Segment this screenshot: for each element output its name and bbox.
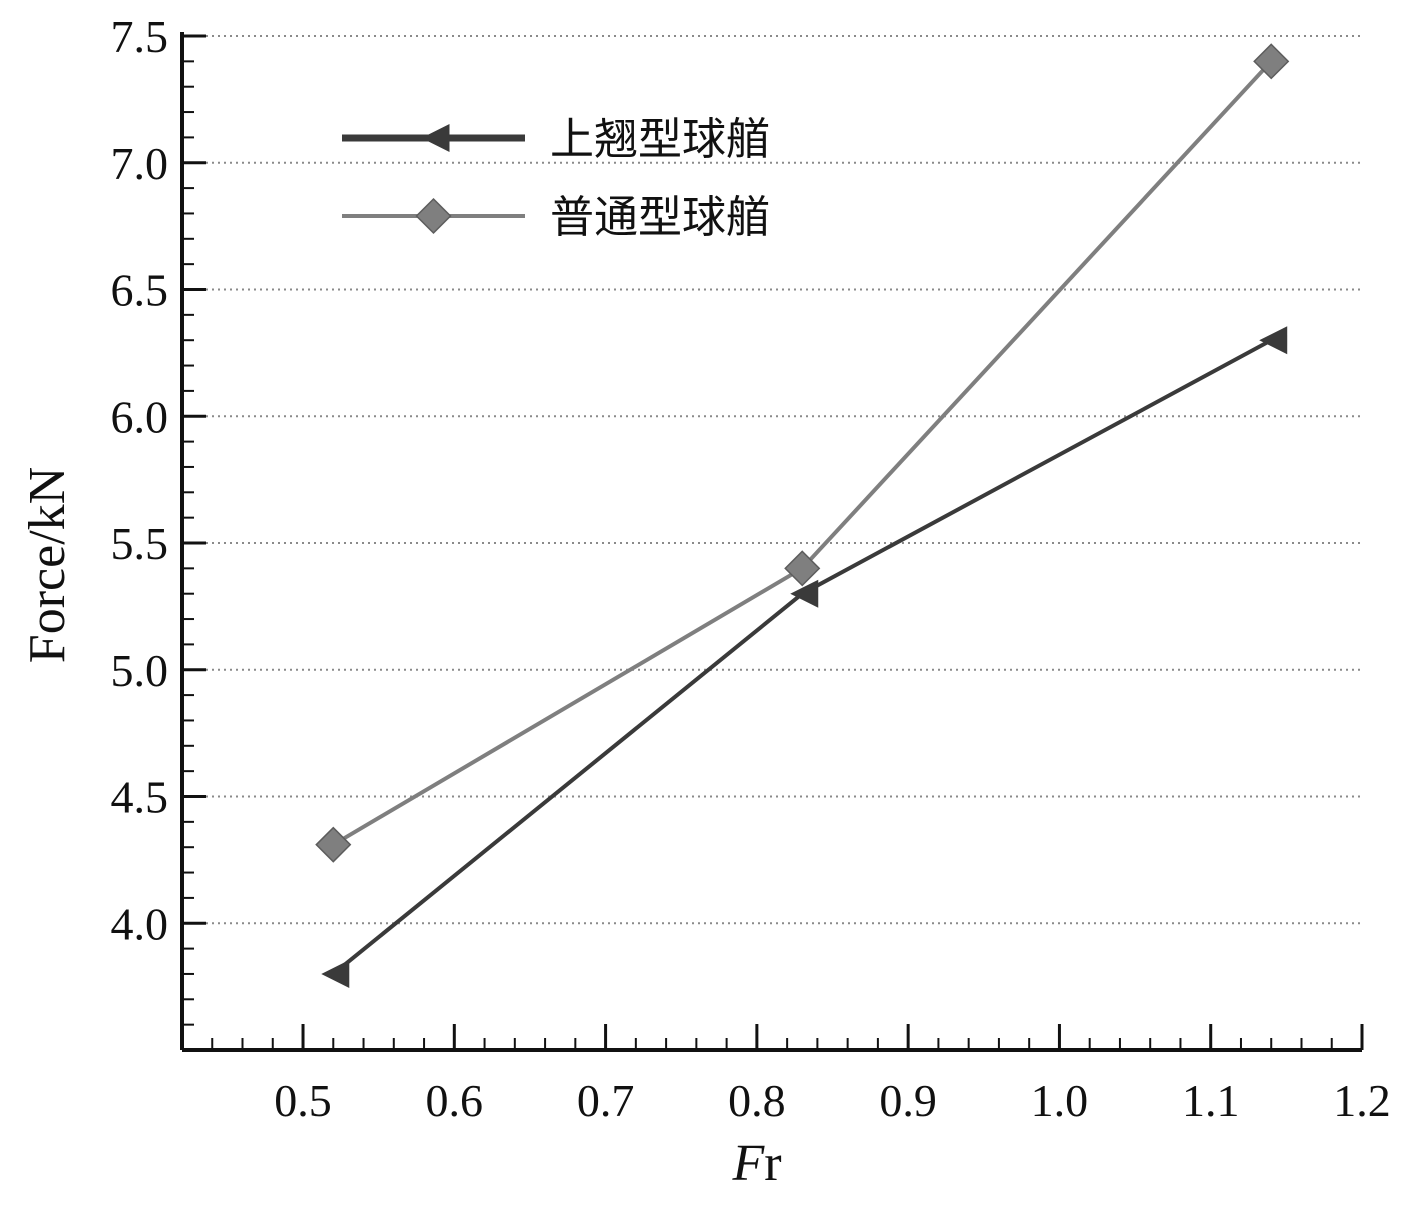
series-1 xyxy=(315,43,1290,863)
y-tick-label-3: 5.5 xyxy=(111,518,169,569)
y-tick-label-6: 7.0 xyxy=(111,138,169,189)
x-axis-title-prefix: F xyxy=(731,1135,765,1192)
legend-marker-0 xyxy=(421,124,450,152)
tick-labels: 4.0 4.5 5.0 5.5 6.0 6.5 7.0 7.5 0.5 0.6 0.7 0.8 0.9 1… xyxy=(111,11,1391,1126)
series-0-point-2 xyxy=(1259,326,1288,355)
series-0-point-1 xyxy=(790,579,819,608)
x-axis-title-suffix: r xyxy=(764,1135,781,1192)
tick-marks xyxy=(181,34,1364,1051)
series-1-point-1 xyxy=(784,550,821,587)
legend-label-1: 普通型球艏 xyxy=(550,192,770,243)
grid-lines xyxy=(182,35,1362,925)
x-tick-label-5: 1.0 xyxy=(1031,1075,1089,1126)
x-tick-label-1: 0.6 xyxy=(426,1075,484,1126)
x-axis-title: Fr xyxy=(731,1135,781,1192)
axes xyxy=(180,32,1362,1052)
y-axis-title: Force/kN xyxy=(19,467,76,663)
legend-item-0: 上翘型球艏 xyxy=(342,114,770,165)
legend-marker-1 xyxy=(415,197,452,235)
x-tick-label-4: 0.9 xyxy=(879,1075,937,1126)
y-tick-label-7: 7.5 xyxy=(111,11,169,62)
x-tick-label-6: 1.1 xyxy=(1182,1075,1240,1126)
y-tick-label-4: 6.0 xyxy=(111,391,169,442)
y-tick-label-1: 4.5 xyxy=(111,772,169,823)
legend-label-0: 上翘型球艏 xyxy=(550,114,770,165)
legend-item-1: 普通型球艏 xyxy=(342,192,770,243)
x-tick-label-0: 0.5 xyxy=(274,1075,332,1126)
x-tick-label-2: 0.7 xyxy=(577,1075,635,1126)
x-tick-label-3: 0.8 xyxy=(728,1075,786,1126)
series-1-point-2 xyxy=(1253,43,1290,80)
series-0 xyxy=(321,326,1288,988)
y-tick-label-2: 5.0 xyxy=(111,645,169,696)
series-0-point-0 xyxy=(321,959,350,988)
series-layer xyxy=(315,43,1290,988)
y-tick-label-0: 4.0 xyxy=(111,898,169,949)
x-tick-label-7: 1.2 xyxy=(1333,1075,1391,1126)
y-tick-label-5: 6.5 xyxy=(111,265,169,316)
series-1-point-0 xyxy=(315,826,352,863)
